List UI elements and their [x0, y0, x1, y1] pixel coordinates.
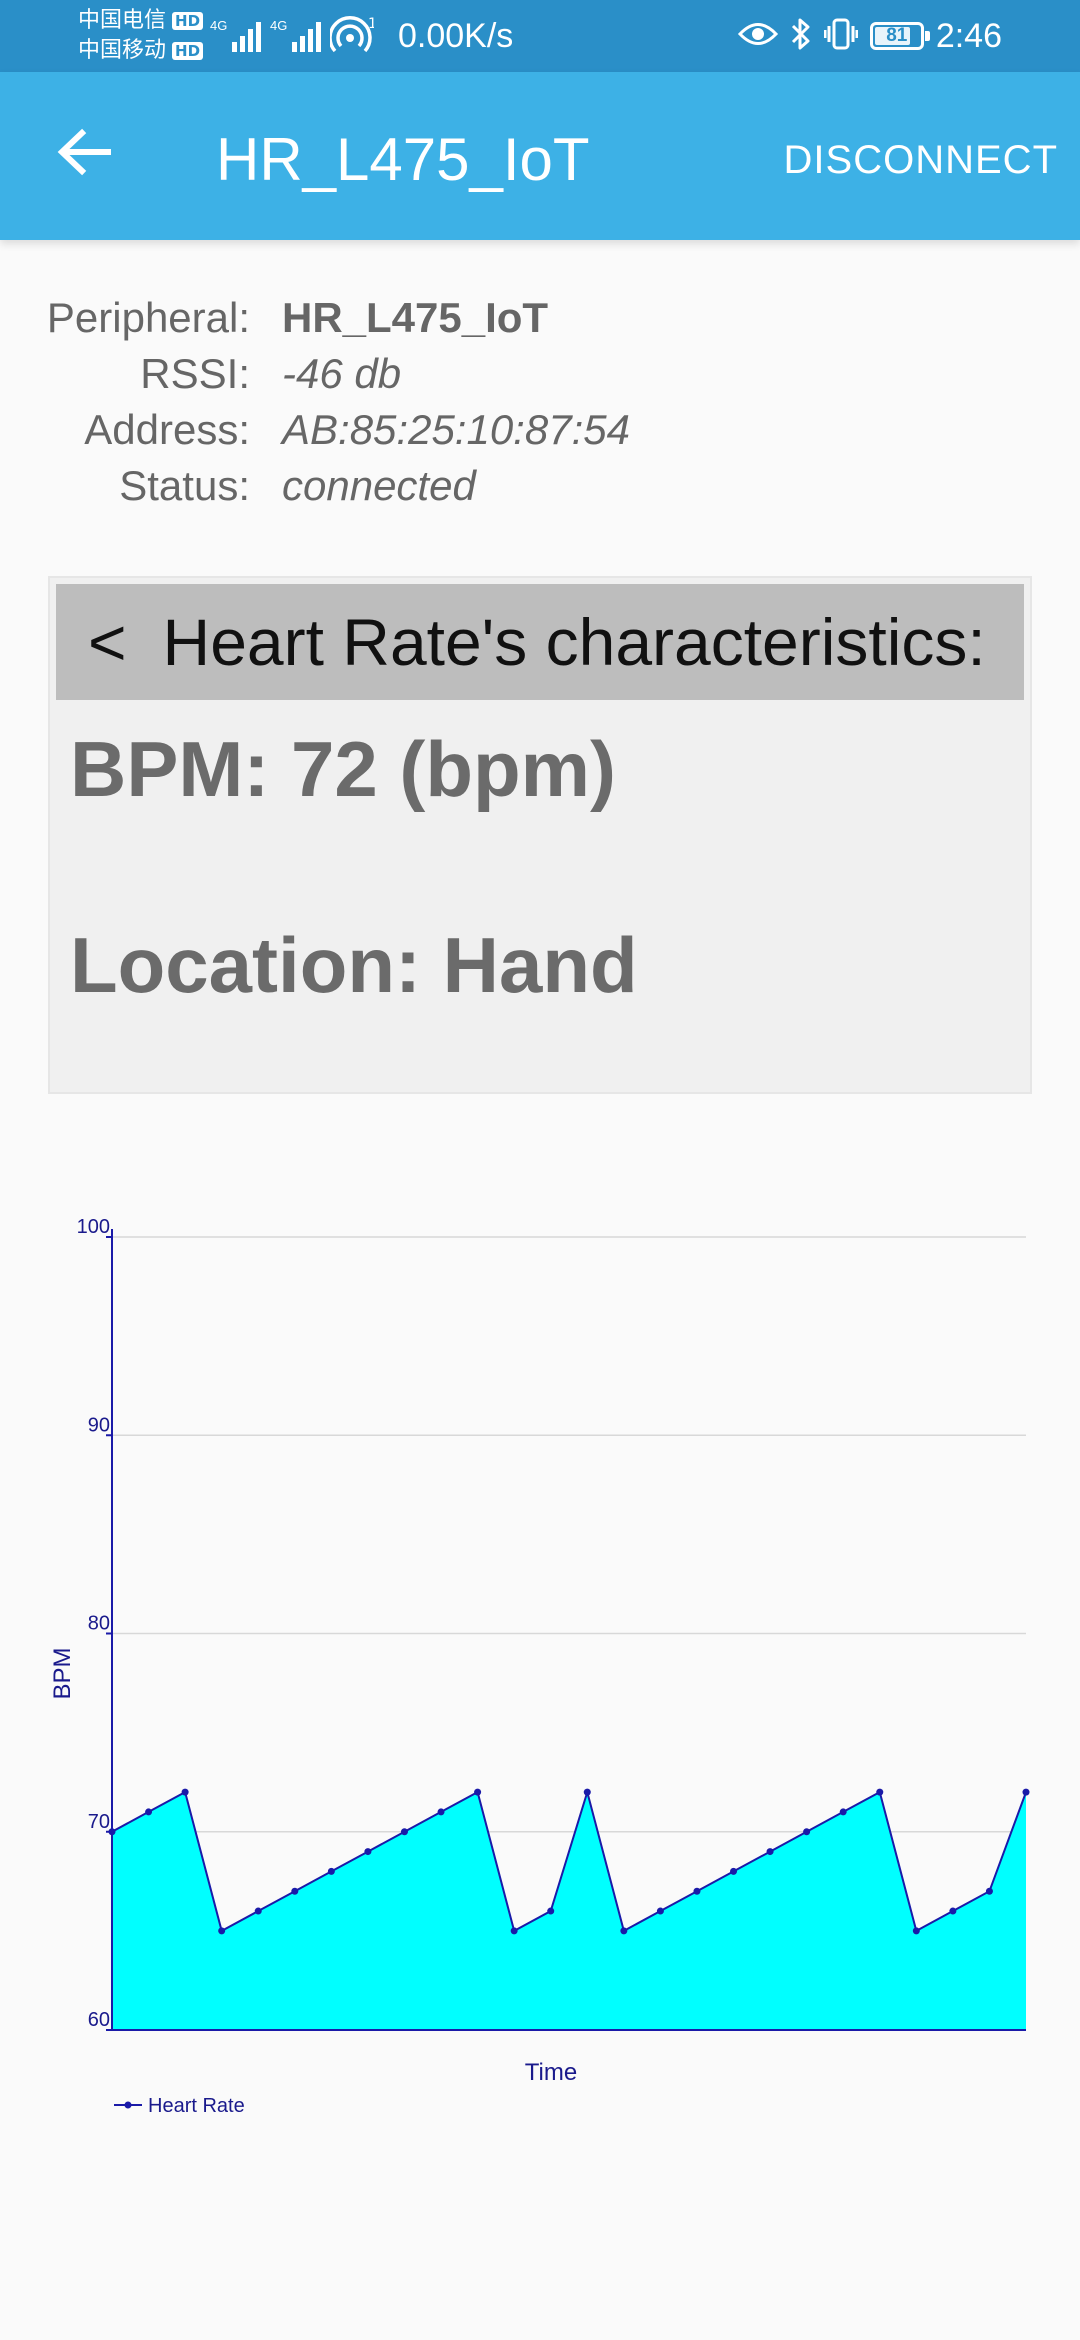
data-point: [949, 1907, 957, 1915]
data-point: [766, 1848, 774, 1856]
data-point: [181, 1788, 189, 1796]
app-bar: HR_L475_IoT DISCONNECT: [0, 72, 1080, 240]
network-speed: 0.00K/s: [398, 17, 514, 55]
data-point: [803, 1828, 811, 1836]
network-type-label: 4G: [270, 18, 288, 33]
data-point: [364, 1848, 372, 1856]
data-point: [583, 1788, 591, 1796]
info-row-peripheral: Peripheral: HR_L475_IoT: [0, 290, 1080, 346]
hotspot-icon: 1: [328, 16, 377, 56]
data-point: [656, 1907, 664, 1915]
x-axis-label: Time: [525, 2059, 577, 2086]
eye-icon: [737, 19, 778, 54]
y-tick-label: 80: [88, 1613, 110, 1635]
rssi-label: RSSI:: [140, 350, 250, 397]
data-point: [876, 1788, 884, 1796]
bpm-value: BPM: 72 (bpm): [70, 725, 616, 813]
page-title: HR_L475_IoT: [216, 126, 590, 193]
info-row-address: Address: AB:85:25:10:87:54: [0, 402, 1080, 458]
carrier-1-label: 中国电信: [78, 8, 167, 33]
heart-rate-area: [112, 1792, 1026, 2030]
data-point: [693, 1887, 701, 1895]
data-point: [437, 1808, 445, 1816]
signal-strength-icon: 4G: [210, 18, 262, 52]
data-point: [400, 1828, 408, 1836]
characteristics-panel: < Heart Rate's characteristics: BPM: 72 …: [48, 576, 1032, 1094]
y-tick-label: 70: [88, 1811, 110, 1833]
chart-canvas: 60 70 80 90 100 Time BPM Heart Rate: [49, 1216, 1030, 2117]
info-row-status: Status: connected: [0, 458, 1080, 514]
y-axis-label: BPM: [49, 1647, 76, 1699]
data-point: [474, 1788, 482, 1796]
characteristics-header[interactable]: < Heart Rate's characteristics:: [56, 584, 1024, 700]
data-point: [145, 1808, 153, 1816]
carrier-info: 中国电信 HD 中国移动 HD: [78, 6, 204, 66]
chevron-left-icon: <: [88, 605, 127, 679]
status-value: connected: [282, 462, 476, 509]
data-point: [218, 1927, 226, 1935]
back-button[interactable]: [48, 116, 120, 188]
data-point: [254, 1907, 262, 1915]
heart-rate-line: [111, 1788, 1027, 1933]
carrier-2-label: 中国移动: [78, 38, 167, 63]
y-tick-label: 100: [77, 1216, 110, 1238]
data-point: [839, 1808, 847, 1816]
network-type-label: 4G: [210, 18, 228, 33]
battery-icon: 81: [869, 22, 930, 50]
vibrate-icon: [823, 18, 859, 55]
legend-marker: [124, 2101, 132, 2109]
heart-rate-chart: 60 70 80 90 100 Time BPM Heart Rate: [0, 1200, 1080, 2140]
data-point: [1022, 1788, 1030, 1796]
data-point: [291, 1887, 299, 1895]
bluetooth-icon: [790, 17, 812, 56]
data-point: [510, 1927, 518, 1935]
data-point: [912, 1927, 920, 1935]
data-point: [327, 1867, 335, 1875]
data-point: [730, 1867, 738, 1875]
address-label: Address:: [84, 406, 250, 453]
data-point: [620, 1927, 628, 1935]
peripheral-label: Peripheral:: [46, 294, 250, 341]
clock: 2:46: [935, 16, 1002, 55]
data-point: [985, 1887, 993, 1895]
battery-level: 81: [886, 25, 908, 46]
y-tick-label: 60: [88, 2009, 110, 2031]
rssi-value: -46 db: [282, 350, 402, 397]
y-tick-label: 90: [88, 1414, 110, 1436]
arrow-left-icon: [57, 128, 111, 176]
hd-badge: HD: [172, 12, 204, 30]
signal-strength-icon: 4G: [270, 18, 322, 52]
data-point: [547, 1907, 555, 1915]
status-bar: 中国电信 HD 中国移动 HD 4G 4G 1 0.00K/s: [0, 0, 1080, 72]
info-row-rssi: RSSI: -46 db: [0, 346, 1080, 402]
disconnect-button[interactable]: DISCONNECT: [783, 138, 1058, 182]
address-value: AB:85:25:10:87:54: [282, 406, 630, 453]
location-value: Location: Hand: [70, 921, 638, 1009]
hd-badge: HD: [172, 42, 204, 60]
status-label: Status:: [119, 462, 250, 509]
peripheral-name: HR_L475_IoT: [282, 294, 549, 341]
characteristics-title: Heart Rate's characteristics:: [162, 605, 986, 679]
legend-label: Heart Rate: [148, 2095, 245, 2117]
hotspot-count: 1: [368, 16, 374, 32]
